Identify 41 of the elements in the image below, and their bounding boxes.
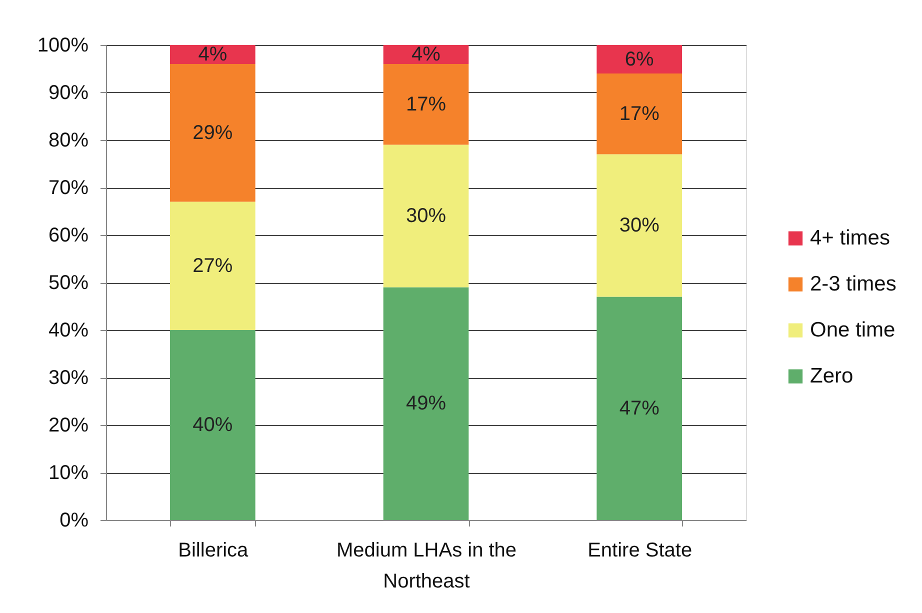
y-tick-label: 100% xyxy=(37,34,89,56)
legend-label: 2-3 times xyxy=(810,272,896,296)
x-tick-label: Entire State xyxy=(588,540,692,562)
y-tick-label: 90% xyxy=(48,82,89,104)
data-label: 30% xyxy=(619,214,660,236)
bar xyxy=(596,45,682,74)
y-tick-label: 20% xyxy=(48,414,89,436)
data-label: 4% xyxy=(412,44,441,66)
bar xyxy=(170,64,256,202)
bar xyxy=(596,74,682,154)
y-tick-label: 0% xyxy=(60,510,89,532)
legend-label: One time xyxy=(810,318,896,342)
legend-label: Zero xyxy=(810,364,854,388)
y-tick-label: 80% xyxy=(48,130,89,152)
data-label: 27% xyxy=(192,254,233,277)
data-label: 29% xyxy=(192,122,233,144)
y-tick-label: 70% xyxy=(48,177,89,199)
data-label: 47% xyxy=(619,397,660,420)
data-label: 4% xyxy=(198,44,228,66)
data-label: 30% xyxy=(406,205,446,227)
data-label: 17% xyxy=(406,93,446,116)
legend-label: 4+ times xyxy=(810,226,890,250)
bar xyxy=(383,64,469,145)
y-tick-label: 40% xyxy=(48,320,89,342)
y-tick-label: 60% xyxy=(48,224,89,246)
bar xyxy=(596,154,682,297)
bar xyxy=(170,45,256,64)
data-label: 6% xyxy=(624,48,654,70)
bar xyxy=(383,287,469,520)
y-tick-label: 10% xyxy=(48,462,89,484)
data-label: 49% xyxy=(406,392,446,415)
x-tick-label: Medium LHAs in the Northeast xyxy=(336,540,517,592)
bar xyxy=(383,144,469,288)
data-label: 40% xyxy=(192,414,233,436)
y-tick-label: 30% xyxy=(48,367,89,389)
data-label: 17% xyxy=(619,102,660,125)
bar xyxy=(170,202,256,330)
bar xyxy=(596,296,682,520)
y-tick-label: 50% xyxy=(48,272,89,294)
x-tick-label: Billerica xyxy=(178,540,250,562)
bar xyxy=(170,330,256,520)
